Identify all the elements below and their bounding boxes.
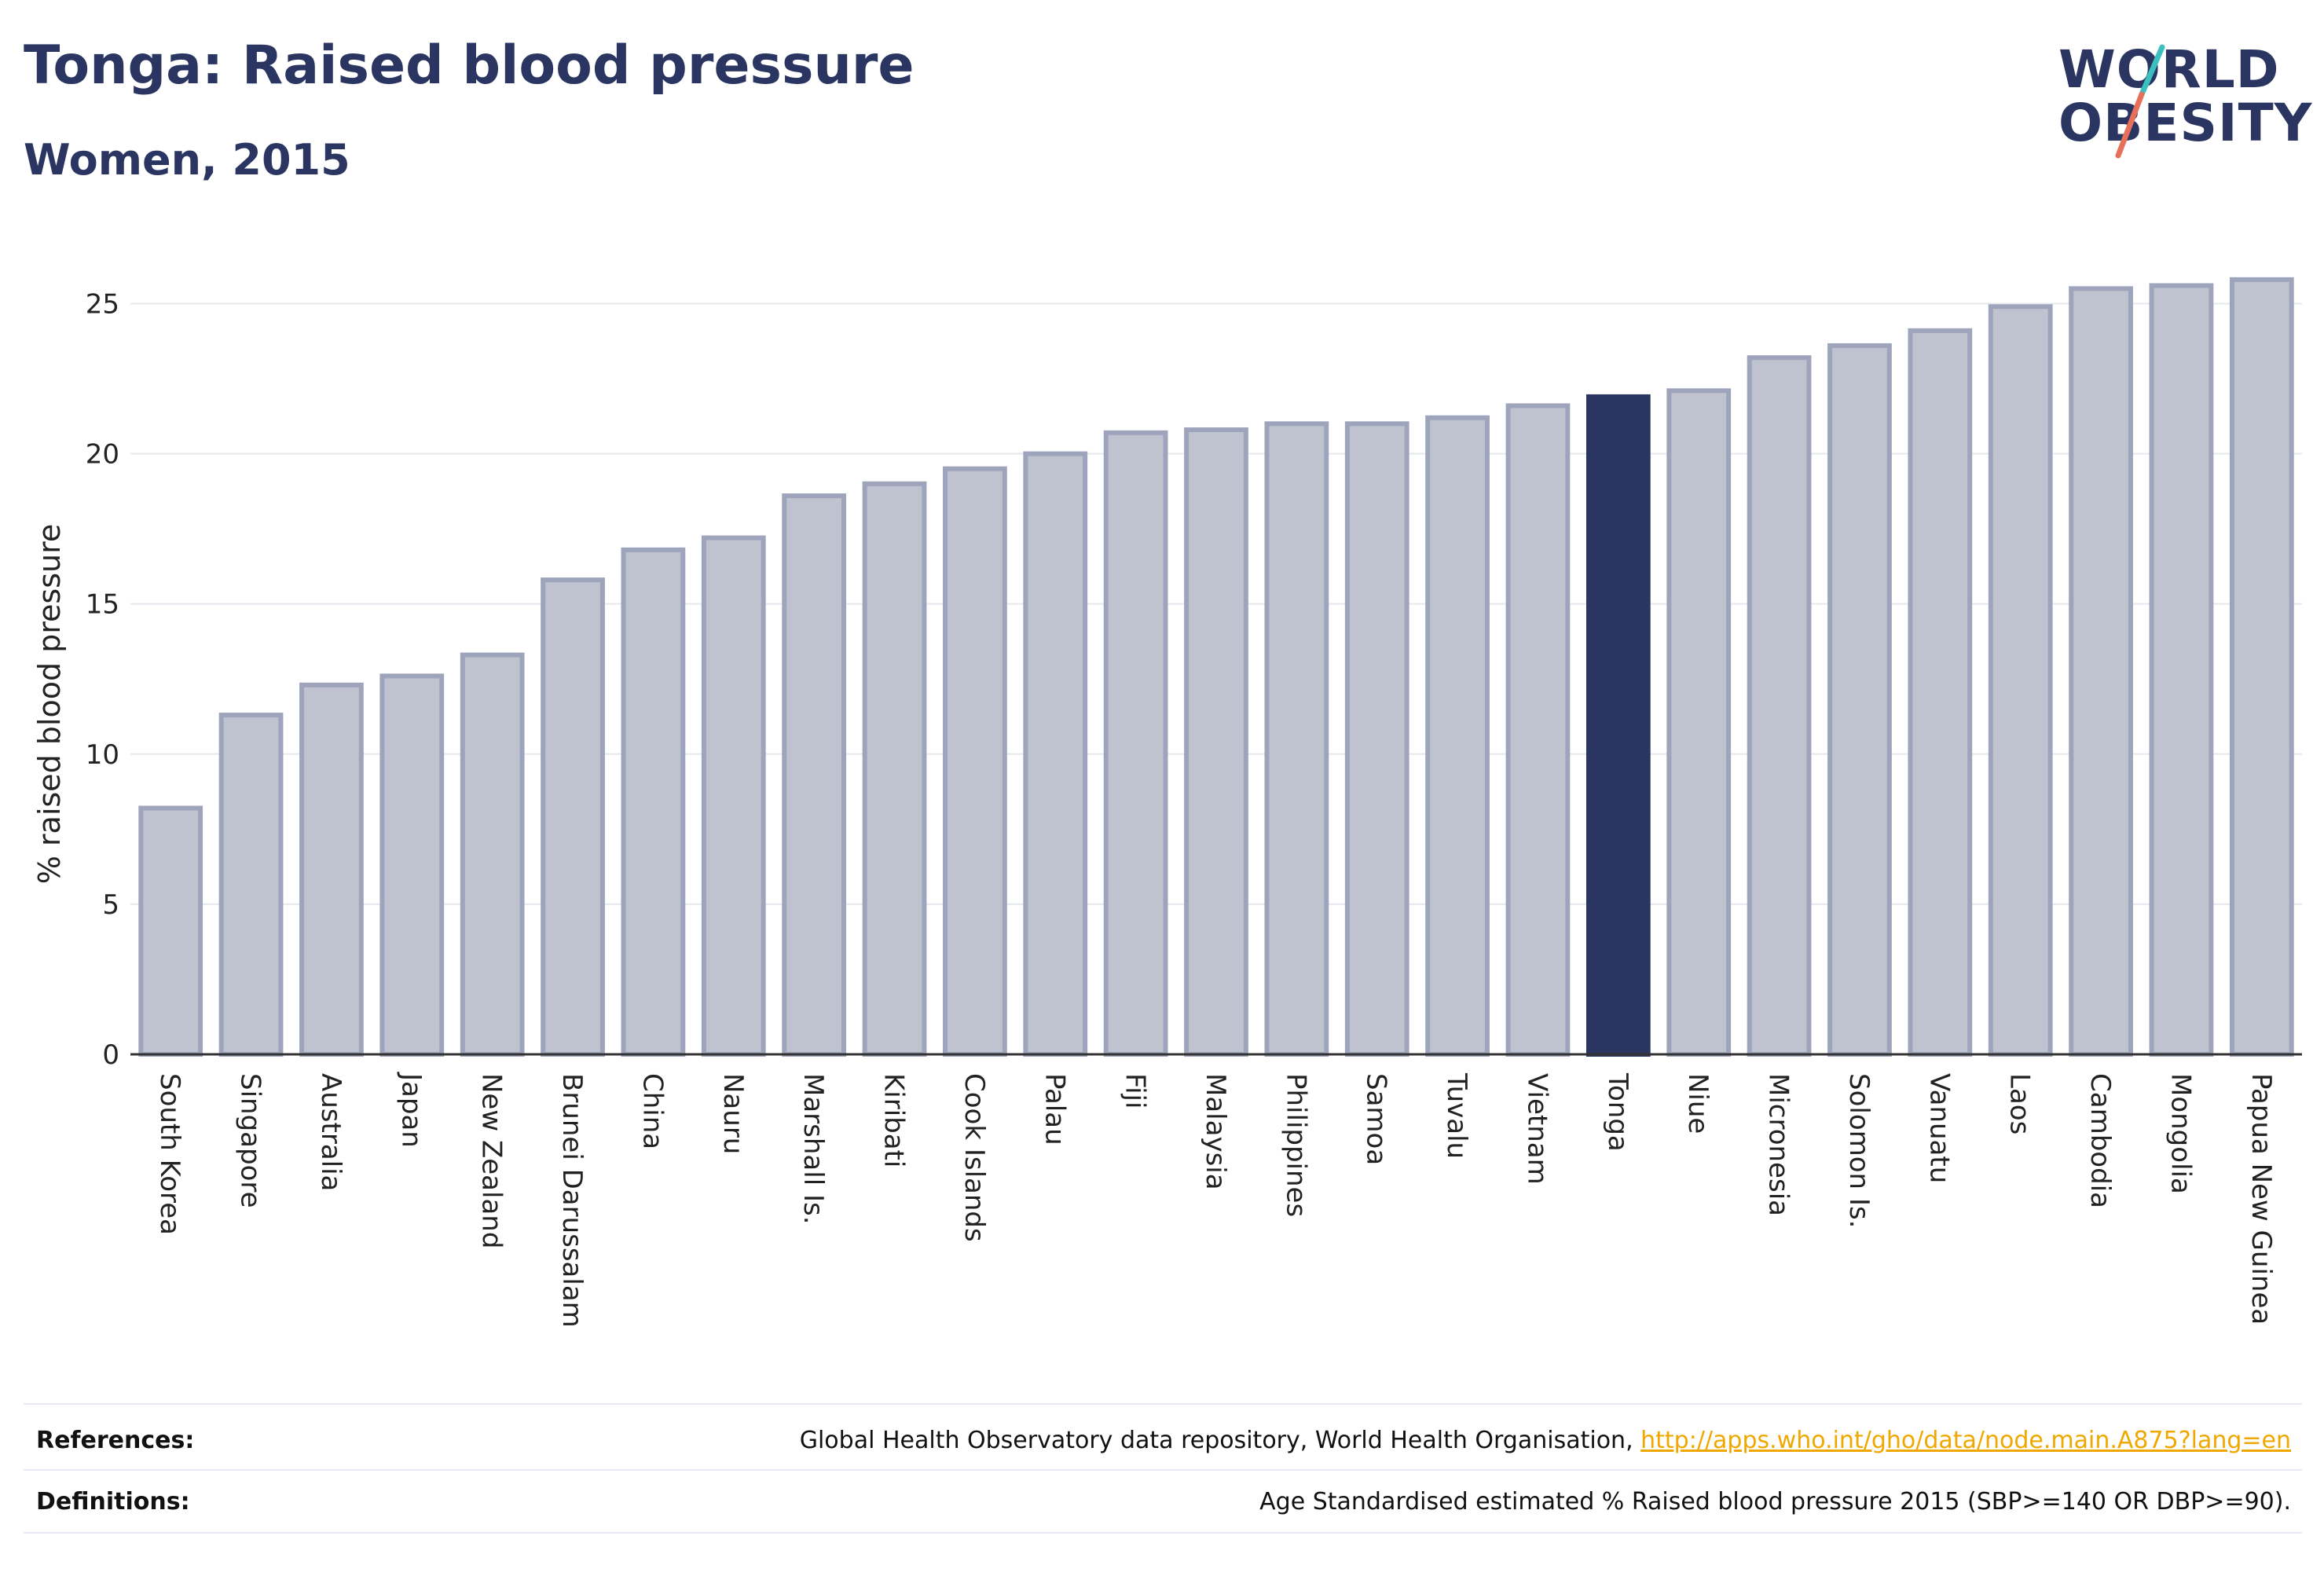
x-tick-label: South Korea <box>154 1073 185 1235</box>
x-tick-label: Tonga <box>1602 1072 1633 1152</box>
bar-micronesia <box>1747 355 1812 1057</box>
x-tick-label: Kiribati <box>878 1073 910 1167</box>
y-axis-label: % raised blood pressure <box>32 524 67 885</box>
references-row: References: Global Health Observatory da… <box>36 1419 2291 1466</box>
bar-malaysia <box>1184 427 1248 1057</box>
chart-title: Tonga: Raised blood pressure <box>24 35 915 97</box>
x-tick-label: Cook Islands <box>959 1073 990 1242</box>
bar-palau <box>1023 451 1088 1057</box>
x-tick-label: Marshall Is. <box>797 1073 829 1225</box>
bar-chart: 0 5 10 15 20 25 South Korea Singapore Australia… <box>32 277 2302 1328</box>
bar-philippines <box>1264 421 1329 1057</box>
x-tick-label: Palau <box>1039 1073 1070 1145</box>
references-label: References: <box>36 1427 195 1454</box>
bar-cook-islands <box>943 466 1007 1057</box>
x-tick-label: Tuvalu <box>1441 1072 1472 1159</box>
x-tick-labels: South Korea Singapore Australia Japan New Ze… <box>154 1072 2277 1328</box>
bar-samoa <box>1344 421 1409 1057</box>
logo-line-2: OBESITY <box>2058 93 2313 153</box>
bar-papua-new-guinea <box>2229 277 2294 1057</box>
footer-divider <box>24 1403 2302 1405</box>
x-tick-label: Samoa <box>1361 1073 1392 1165</box>
y-tick-label: 15 <box>86 589 119 621</box>
x-tick-label: Nauru <box>717 1073 749 1154</box>
references-text: Global Health Observatory data repositor… <box>800 1427 2291 1454</box>
x-tick-label: Japan <box>395 1072 427 1148</box>
bar-tonga <box>1585 394 1651 1057</box>
footer-divider <box>24 1532 2302 1534</box>
definitions-label: Definitions: <box>36 1488 190 1516</box>
x-tick-label: China <box>636 1073 668 1149</box>
bar-brunei-darussalam <box>541 577 605 1057</box>
y-tick-label: 25 <box>86 288 119 320</box>
x-tick-label: Solomon Is. <box>1843 1073 1875 1228</box>
bar-fiji <box>1103 430 1168 1057</box>
bar-niue <box>1666 388 1732 1057</box>
y-tick-label: 5 <box>102 889 119 921</box>
logo-slash-icon <box>2115 44 2165 159</box>
references-source: Global Health Observatory data repositor… <box>799 1427 1641 1454</box>
x-tick-label: New Zealand <box>476 1073 508 1248</box>
x-tick-label: Mongolia <box>2165 1073 2196 1194</box>
bar-vietnam <box>1505 403 1571 1057</box>
bars <box>138 277 2294 1057</box>
bar-cambodia <box>2069 286 2133 1057</box>
bar-nauru <box>701 535 766 1057</box>
bar-china <box>621 547 686 1057</box>
bar-vanuatu <box>1908 328 1973 1057</box>
references-link[interactable]: http://apps.who.int/gho/data/node.main.A… <box>1640 1427 2291 1454</box>
world-obesity-logo: WORLD OBESITY <box>2043 24 2313 165</box>
x-tick-label: Vietnam <box>1521 1073 1552 1185</box>
y-tick-labels: 0 5 10 15 20 25 <box>86 288 119 1071</box>
logo-line-1: WORLD <box>2058 39 2280 100</box>
x-tick-label: Micronesia <box>1763 1073 1794 1216</box>
definitions-text: Age Standardised estimated % Raised bloo… <box>1259 1488 2291 1516</box>
y-tick-label: 10 <box>86 739 119 771</box>
bar-australia <box>299 682 364 1057</box>
bar-solomon-is <box>1827 343 1892 1057</box>
bar-new-zealand <box>460 652 525 1057</box>
x-tick-label: Laos <box>2004 1073 2036 1134</box>
bar-japan <box>379 673 445 1057</box>
x-tick-label: Australia <box>315 1073 346 1191</box>
bar-kiribati <box>862 481 927 1057</box>
x-tick-label: Philippines <box>1280 1073 1311 1217</box>
x-tick-label: Brunei Darussalam <box>556 1073 588 1328</box>
chart-subtitle: Women, 2015 <box>24 135 350 185</box>
bar-singapore <box>218 713 284 1057</box>
x-tick-label: Papua New Guinea <box>2245 1073 2277 1325</box>
bar-laos <box>1988 304 2053 1057</box>
y-tick-label: 0 <box>102 1039 119 1071</box>
bar-south-korea <box>138 805 203 1057</box>
x-tick-label: Cambodia <box>2084 1073 2116 1208</box>
footer-divider <box>24 1469 2302 1471</box>
definitions-row: Definitions: Age Standardised estimated … <box>36 1480 2291 1527</box>
x-tick-label: Niue <box>1682 1073 1714 1134</box>
x-tick-label: Fiji <box>1120 1073 1151 1109</box>
bar-mongolia <box>2149 283 2214 1057</box>
bar-marshall-is <box>782 493 847 1057</box>
bar-tuvalu <box>1425 415 1490 1057</box>
x-tick-label: Singapore <box>235 1073 266 1208</box>
y-tick-label: 20 <box>86 439 119 471</box>
x-tick-label: Malaysia <box>1200 1073 1231 1190</box>
x-tick-label: Vanuatu <box>1923 1073 1955 1183</box>
